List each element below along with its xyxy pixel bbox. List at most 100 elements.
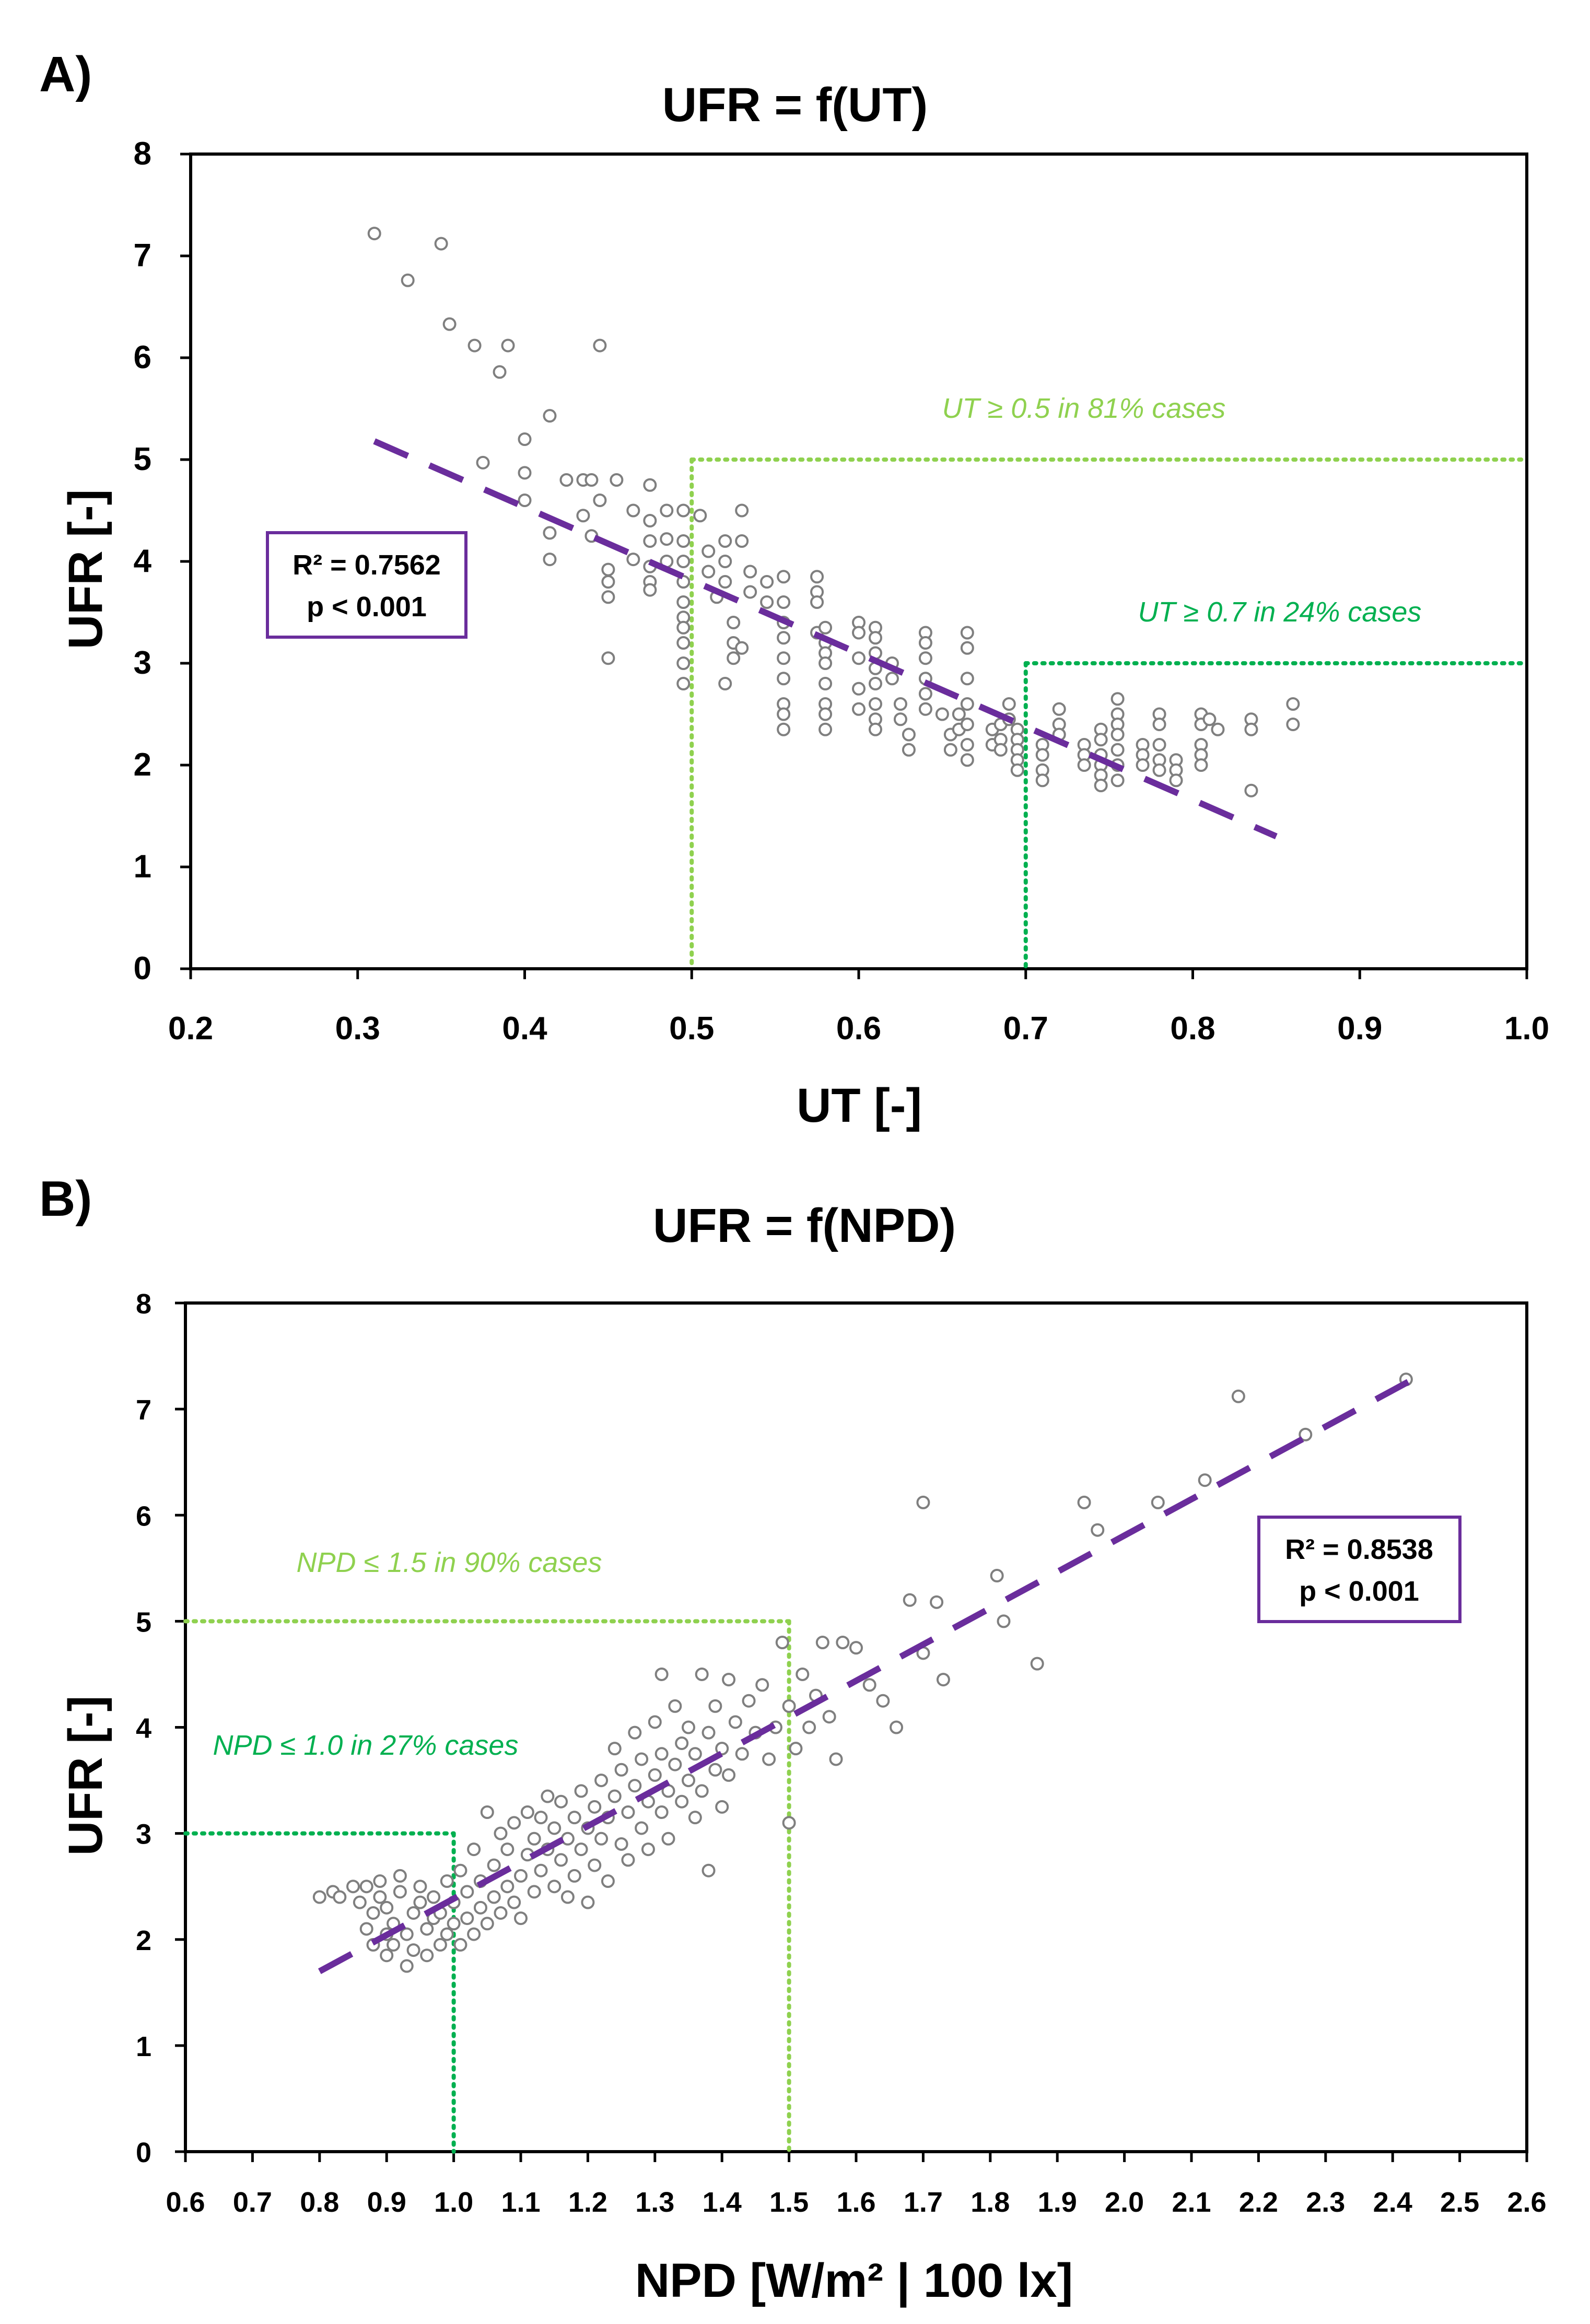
panel-b-threshold-note-2: NPD ≤ 1.0 in 27% cases <box>213 1730 519 1761</box>
panel-b-data-point <box>762 1752 776 1766</box>
panel-b-r2: R² = 0.8538 <box>1285 1534 1433 1565</box>
panel-a-y-tick-label: 5 <box>134 441 151 477</box>
panel-b-data-point <box>507 1816 521 1830</box>
panel-b-data-point <box>494 1826 508 1840</box>
panel-a-data-point <box>777 722 791 736</box>
panel-a-data-point <box>1002 697 1016 711</box>
panel-b-data-point <box>594 1774 609 1788</box>
panel-b-data-point <box>406 1906 420 1920</box>
panel-a-data-point <box>643 534 657 548</box>
panel-b-x-tick-label: 2.6 <box>1507 2187 1546 2218</box>
panel-a-data-point <box>743 565 757 579</box>
panel-a-x-tick-label: 0.3 <box>335 1011 380 1047</box>
panel-a-data-point <box>885 672 899 686</box>
panel-b-data-point <box>359 1880 373 1894</box>
panel-a-data-point <box>476 455 490 470</box>
panel-b-data-point <box>400 1927 414 1941</box>
panel-a-data-point <box>727 651 741 665</box>
panel-b-data-point <box>782 1699 796 1713</box>
panel-a-y-ticks: 0 1 2 3 4 5 6 7 8 <box>134 136 191 987</box>
panel-a-data-point <box>501 338 515 353</box>
panel-b-data-point <box>480 1805 494 1819</box>
panel-a-data-point <box>401 273 415 287</box>
panel-b-data-point <box>534 1863 548 1877</box>
panel-b-data-point <box>722 1673 736 1687</box>
panel-b-data-point <box>534 1811 548 1825</box>
panel-b-data-point <box>715 1800 729 1814</box>
panel-a-data-point <box>960 626 974 640</box>
panel-b-data-point <box>588 1800 602 1814</box>
panel-a-data-point <box>952 707 966 721</box>
panel-b-trendline-group <box>318 1376 1414 1974</box>
panel-a-data-point <box>1094 779 1108 792</box>
panel-b-label: B) <box>39 1171 92 1227</box>
panel-b-data-point <box>728 1715 742 1729</box>
panel-a-data-point <box>777 672 791 686</box>
panel-a-x-tick-label: 0.2 <box>168 1011 213 1047</box>
panel-a-data-point <box>868 697 882 711</box>
panel-a-x-ticks: 0.2 0.3 0.4 0.5 0.6 0.7 0.8 0.9 1.0 <box>168 969 1549 1047</box>
panel-b-plot-frame <box>184 1301 1528 2153</box>
panel-b-scatter-plot: B) UFR = f(NPD) NPD [W/m² | 100 lx] UFR … <box>39 1171 1547 2308</box>
panel-b-data-point <box>1231 1389 1245 1403</box>
panel-a-data-point <box>868 722 882 736</box>
panel-a-data-point <box>918 687 932 701</box>
panel-a-data-point <box>1010 763 1024 777</box>
panel-a-data-point <box>1152 763 1166 777</box>
panel-b-data-point <box>782 1816 796 1830</box>
panel-b-data-point <box>695 1667 709 1681</box>
panel-b-data-point <box>387 1938 401 1952</box>
panel-a-data-point <box>743 585 757 599</box>
panel-b-trendline <box>318 1376 1414 1974</box>
panel-a-x-axis-title: UT [-] <box>797 1079 922 1132</box>
panel-b-data-point <box>588 1858 602 1872</box>
panel-b-data-point <box>406 1943 420 1957</box>
panel-b-data-point <box>380 1900 394 1915</box>
panel-b-data-point <box>641 1842 655 1857</box>
panel-b-data-point <box>695 1784 709 1798</box>
panel-a-threshold-note-2: UT ≥ 0.7 in 24% cases <box>1138 596 1422 628</box>
panel-a-data-point <box>819 722 833 736</box>
panel-b-data-point <box>1151 1495 1165 1509</box>
panel-a-scatter-plot: A) UFR = f(UT) UT [-] UFR [-] 0.2 0.3 0.4 0… <box>39 46 1549 1132</box>
panel-b-data-point <box>594 1832 609 1846</box>
panel-b-x-tick-label: 0.6 <box>166 2187 205 2218</box>
panel-a-data-point <box>893 697 907 711</box>
panel-a-data-point <box>718 534 732 548</box>
panel-a-data-point <box>676 677 691 690</box>
panel-a-points <box>367 227 1300 797</box>
panel-a-data-point <box>852 626 866 640</box>
panel-b-x-tick-label: 2.2 <box>1239 2187 1278 2218</box>
panel-a-data-point <box>543 553 557 567</box>
panel-b-points <box>312 1372 1413 1973</box>
panel-b-data-point <box>1077 1495 1091 1509</box>
panel-a-stats-box <box>266 531 467 639</box>
panel-a-data-point <box>1244 783 1258 797</box>
panel-b-data-point <box>554 1794 568 1809</box>
panel-a-data-point <box>718 555 732 568</box>
panel-a-data-point <box>1286 697 1300 711</box>
panel-b-data-point <box>447 1917 461 1931</box>
panel-b-data-point <box>822 1710 836 1724</box>
panel-b-threshold-notes: NPD ≤ 1.5 in 90% cases NPD ≤ 1.0 in 27% c… <box>213 1547 602 1761</box>
panel-b-x-tick-label: 2.4 <box>1373 2187 1412 2218</box>
panel-b-data-point <box>607 1789 622 1803</box>
panel-b-data-point <box>427 1890 441 1904</box>
panel-b-y-tick-label: 4 <box>136 1713 151 1744</box>
panel-a-data-point <box>626 553 640 567</box>
panel-a-data-point <box>676 595 691 609</box>
panel-a-data-point <box>1035 748 1049 762</box>
panel-b-title: UFR = f(NPD) <box>653 1199 956 1252</box>
panel-a-data-point <box>676 620 691 635</box>
panel-b-data-point <box>467 1842 481 1857</box>
panel-b-data-point <box>654 1667 669 1681</box>
panel-b-data-point <box>688 1747 702 1761</box>
panel-a-label: A) <box>39 46 92 102</box>
panel-b-data-point <box>789 1742 803 1756</box>
panel-a-data-point <box>943 743 957 757</box>
panel-a-data-point <box>676 503 691 518</box>
panel-a-data-point <box>777 570 791 584</box>
panel-b-data-point <box>654 1805 669 1819</box>
panel-a-data-point <box>626 503 640 518</box>
